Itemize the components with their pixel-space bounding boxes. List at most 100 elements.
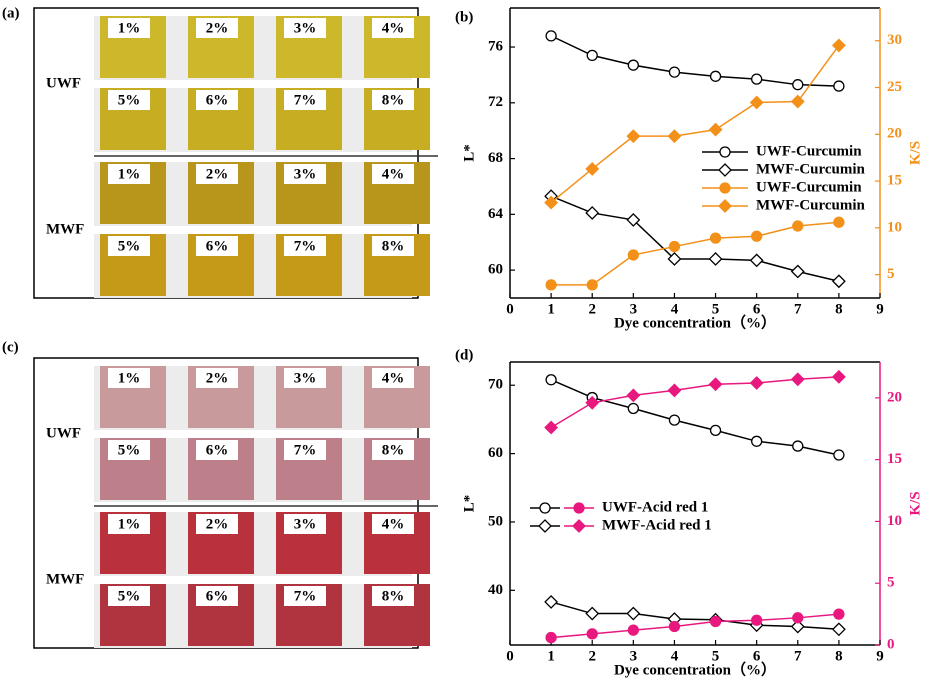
legend-marker bbox=[572, 519, 586, 533]
swatch-label: 5% bbox=[118, 442, 141, 458]
swatch-label: 2% bbox=[206, 516, 229, 532]
point bbox=[751, 614, 763, 626]
legend-marker bbox=[539, 502, 551, 514]
point bbox=[544, 195, 559, 210]
x-tick-label: 8 bbox=[835, 648, 843, 664]
swatch-label: 3% bbox=[294, 370, 317, 386]
point bbox=[790, 94, 805, 109]
y-axis-title: L* bbox=[461, 144, 477, 162]
legend-marker bbox=[718, 163, 732, 177]
legend-label: MWF-Curcumin bbox=[756, 161, 866, 177]
label-box bbox=[372, 90, 414, 110]
x-tick-label: 3 bbox=[630, 301, 638, 317]
swatch-label: 5% bbox=[118, 92, 141, 108]
point bbox=[586, 279, 598, 291]
point bbox=[749, 95, 764, 110]
legend-label: UWF-Acid red 1 bbox=[602, 499, 708, 515]
x-tick-label: 9 bbox=[876, 648, 884, 664]
label-box bbox=[196, 586, 238, 606]
panel-label: (c) bbox=[2, 339, 19, 355]
label-box bbox=[284, 368, 326, 388]
point bbox=[751, 73, 763, 85]
point bbox=[749, 376, 764, 390]
swatch-label: 3% bbox=[294, 20, 317, 36]
point bbox=[626, 606, 641, 621]
label-box bbox=[372, 368, 414, 388]
point bbox=[668, 240, 681, 253]
label-box bbox=[196, 514, 238, 534]
point bbox=[586, 49, 598, 62]
swatch-label: 2% bbox=[206, 370, 229, 386]
label-box bbox=[196, 18, 238, 38]
label-box bbox=[108, 514, 150, 534]
label-box bbox=[372, 236, 414, 256]
x-tick-label: 7 bbox=[794, 301, 802, 317]
swatch-label: 6% bbox=[206, 442, 229, 458]
y2-tick-label: 15 bbox=[887, 451, 902, 467]
series-line bbox=[550, 376, 839, 429]
point bbox=[751, 230, 763, 242]
point bbox=[709, 70, 722, 82]
y2-tick-label: 10 bbox=[887, 513, 902, 529]
x-tick-label: 5 bbox=[712, 301, 720, 317]
legend-label: UWF-Curcumin bbox=[756, 179, 862, 195]
label-box bbox=[372, 586, 414, 606]
point bbox=[708, 122, 723, 137]
series-line bbox=[550, 35, 839, 87]
x-tick-label: 2 bbox=[588, 648, 596, 664]
y-tick-label: 72 bbox=[488, 94, 503, 110]
swatch-label: 1% bbox=[118, 20, 141, 36]
point bbox=[668, 414, 681, 426]
label-box bbox=[108, 368, 150, 388]
y2-tick-label: 30 bbox=[887, 32, 902, 48]
x-tick-label: 6 bbox=[753, 648, 761, 664]
swatch-label: 3% bbox=[294, 166, 317, 182]
y2-tick-label: 15 bbox=[887, 173, 902, 189]
y-tick-label: 50 bbox=[488, 513, 503, 529]
x-tick-label: 2 bbox=[588, 301, 596, 317]
point bbox=[833, 80, 845, 92]
point bbox=[831, 369, 846, 384]
x-tick-label: 0 bbox=[506, 301, 514, 317]
y-axis-title: L* bbox=[461, 495, 477, 513]
point bbox=[585, 606, 600, 621]
swatch-label: 2% bbox=[206, 166, 229, 182]
swatch-label: 8% bbox=[382, 92, 405, 108]
legend-label: MWF-Curcumin bbox=[756, 197, 866, 213]
point bbox=[790, 372, 805, 387]
y2-tick-label: 0 bbox=[887, 636, 895, 652]
group-label: UWF bbox=[46, 75, 81, 91]
point bbox=[627, 624, 639, 636]
series-line bbox=[550, 195, 840, 282]
legend-label: UWF-Curcumin bbox=[756, 143, 862, 159]
group-label: MWF bbox=[46, 221, 84, 237]
legend-marker bbox=[719, 182, 731, 194]
swatch-label: 7% bbox=[294, 238, 317, 254]
label-box bbox=[196, 164, 238, 184]
point bbox=[585, 395, 600, 410]
group-label: MWF bbox=[46, 571, 84, 587]
y-tick-label: 40 bbox=[488, 582, 503, 598]
label-box bbox=[284, 514, 326, 534]
point bbox=[627, 249, 639, 261]
y-tick-label: 68 bbox=[488, 150, 503, 166]
label-box bbox=[284, 164, 326, 184]
point bbox=[792, 220, 804, 232]
y-tick-label: 60 bbox=[488, 445, 503, 461]
swatch-label: 8% bbox=[382, 588, 405, 604]
y-tick-label: 76 bbox=[488, 38, 504, 54]
x-tick-label: 4 bbox=[671, 301, 679, 317]
point bbox=[792, 440, 804, 452]
x-tick-label: 9 bbox=[876, 301, 884, 317]
label-box bbox=[372, 514, 414, 534]
swatch-label: 4% bbox=[382, 516, 405, 532]
point bbox=[792, 79, 804, 91]
point bbox=[667, 129, 682, 144]
legend-marker bbox=[538, 519, 552, 533]
swatch-label: 4% bbox=[382, 166, 405, 182]
point bbox=[792, 612, 804, 624]
point bbox=[667, 252, 682, 266]
series-line bbox=[550, 44, 840, 204]
x-tick-label: 5 bbox=[712, 648, 720, 664]
swatch-label: 5% bbox=[118, 588, 141, 604]
